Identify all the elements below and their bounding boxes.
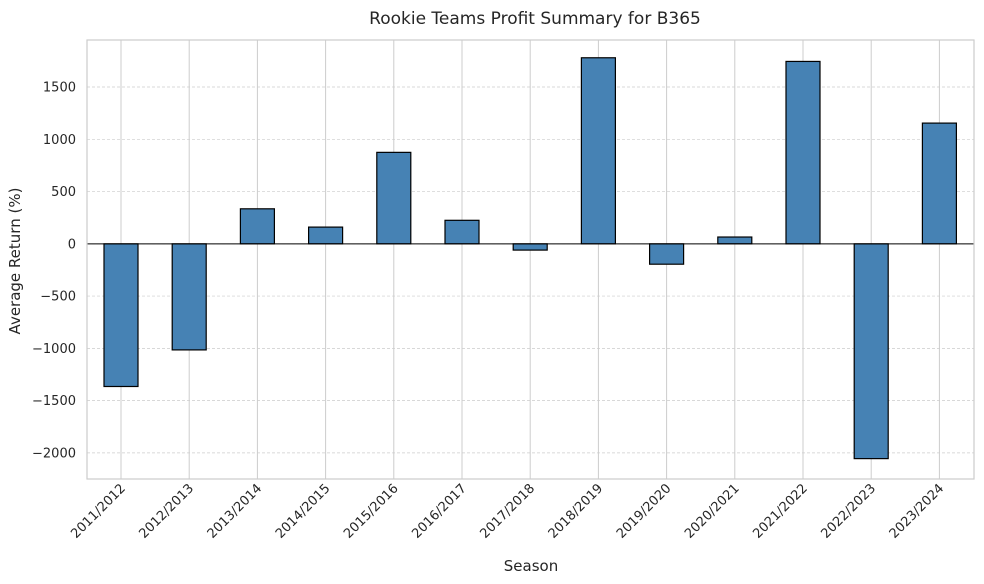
- bar: [580, 57, 617, 245]
- y-axis-ticks: −2000 −1500 −1000 −500 0 500 1000 1500: [32, 81, 76, 462]
- y-tick-label: −1000: [32, 342, 76, 357]
- x-tick-label: 2014/2015: [273, 481, 334, 542]
- bar: [648, 243, 685, 265]
- bar: [444, 219, 480, 245]
- bar: [717, 236, 753, 245]
- x-tick-label: 2012/2013: [137, 481, 198, 542]
- x-tick-label: 2016/2017: [409, 481, 470, 542]
- bar: [921, 122, 958, 245]
- x-tick-label: 2013/2014: [205, 481, 266, 542]
- x-tick-label: 2023/2024: [887, 481, 948, 542]
- bars: [103, 57, 958, 460]
- plot-frame: [86, 39, 975, 480]
- bar: [239, 208, 275, 245]
- y-tick-label: 500: [51, 185, 76, 200]
- x-axis-title: Season: [504, 557, 558, 575]
- x-tick-label: 2017/2018: [478, 481, 539, 542]
- bar: [376, 151, 412, 245]
- y-axis-title: Average Return (%): [6, 188, 24, 335]
- bar: [512, 243, 548, 251]
- bar: [853, 243, 889, 460]
- x-tick-label: 2022/2023: [819, 481, 880, 542]
- y-tick-label: −1500: [32, 394, 76, 409]
- x-tick-label: 2018/2019: [546, 481, 607, 542]
- x-tick-label: 2019/2020: [614, 481, 675, 542]
- grid: [87, 40, 974, 479]
- y-tick-label: 0: [68, 237, 76, 252]
- y-tick-label: −500: [40, 290, 76, 305]
- x-tick-label: 2011/2012: [68, 481, 129, 542]
- y-tick-label: −2000: [32, 446, 76, 461]
- y-tick-label: 1000: [43, 133, 76, 148]
- x-axis-ticks: 2011/2012 2012/2013 2013/2014 2014/2015 2015…: [68, 481, 947, 542]
- x-tick-label: 2020/2021: [682, 481, 743, 542]
- bar: [308, 226, 344, 245]
- y-tick-label: 1500: [43, 81, 76, 96]
- chart-title: Rookie Teams Profit Summary for B365: [369, 9, 701, 29]
- x-tick-label: 2015/2016: [341, 481, 402, 542]
- bar: [171, 243, 207, 351]
- bar: [785, 60, 821, 245]
- x-tick-label: 2021/2022: [750, 481, 811, 542]
- bar: [103, 243, 139, 388]
